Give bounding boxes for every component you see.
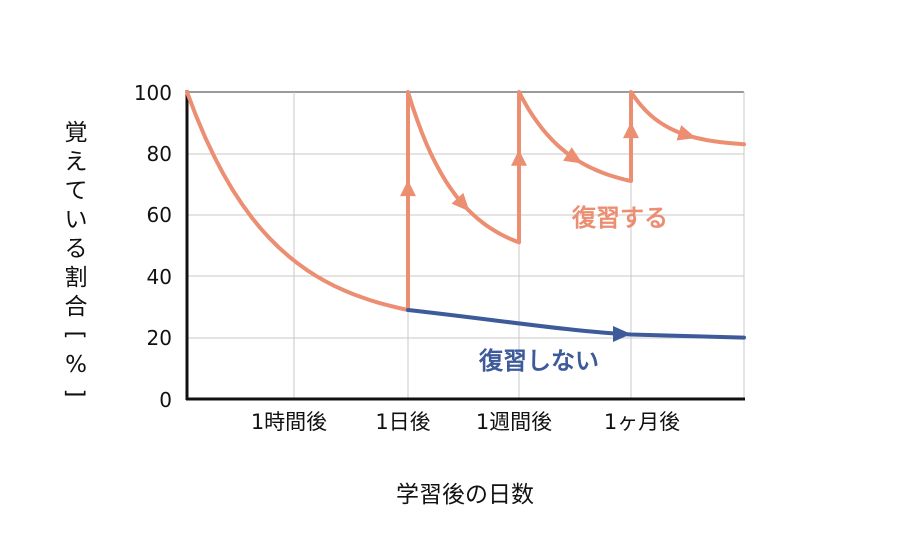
series-arrow-review-down-2 — [563, 147, 583, 164]
x-tick-label-1h: 1時間後 — [251, 410, 327, 434]
x-tick-label-1d: 1日後 — [375, 410, 430, 434]
series-line-no-review — [406, 308, 746, 340]
y-tick-label-100: 100 — [134, 81, 172, 105]
series-arrow-review-up-2 — [511, 149, 527, 166]
series-arrow-review-up-1 — [400, 180, 416, 197]
series-arrow-review-down-1 — [451, 192, 470, 212]
y-axis-title-char: % — [65, 352, 87, 378]
series-layer — [185, 90, 746, 343]
y-tick-label-80: 80 — [147, 142, 172, 166]
x-tick-labels: 1時間後 1日後 1週間後 1ヶ月後 — [251, 410, 680, 434]
grid — [187, 91, 745, 399]
y-tick-label-20: 20 — [147, 326, 172, 350]
x-tick-label-1m: 1ヶ月後 — [604, 410, 680, 434]
y-axis-title-char: 割 — [65, 265, 88, 291]
x-tick-label-1w: 1週間後 — [476, 410, 552, 434]
y-tick-label-40: 40 — [147, 265, 172, 289]
series-arrow-no-review — [613, 326, 631, 343]
series-label-review: 復習する — [571, 204, 668, 232]
y-axis-title-char: る — [65, 236, 88, 262]
y-tick-labels: 0 20 40 60 80 100 — [134, 81, 172, 412]
y-axis-title-char: 覚 — [65, 120, 88, 146]
y-axis-title-char: い — [65, 207, 88, 233]
series-arrow-review-up-3 — [623, 122, 639, 139]
y-tick-label-0: 0 — [159, 388, 172, 412]
y-axis-title-char: [ — [62, 331, 88, 340]
series-line-review — [185, 90, 746, 312]
series-label-no-review: 復習しない — [478, 347, 599, 375]
x-axis-title: 学習後の日数 — [396, 482, 534, 508]
y-axis-title-char: て — [65, 178, 88, 204]
y-axis-title-char: 合 — [65, 294, 88, 320]
y-axis-title-char: ] — [62, 389, 88, 398]
y-tick-label-60: 60 — [147, 203, 172, 227]
y-axis-title-char: え — [65, 149, 88, 175]
series-arrow-review-down-3 — [676, 125, 697, 141]
